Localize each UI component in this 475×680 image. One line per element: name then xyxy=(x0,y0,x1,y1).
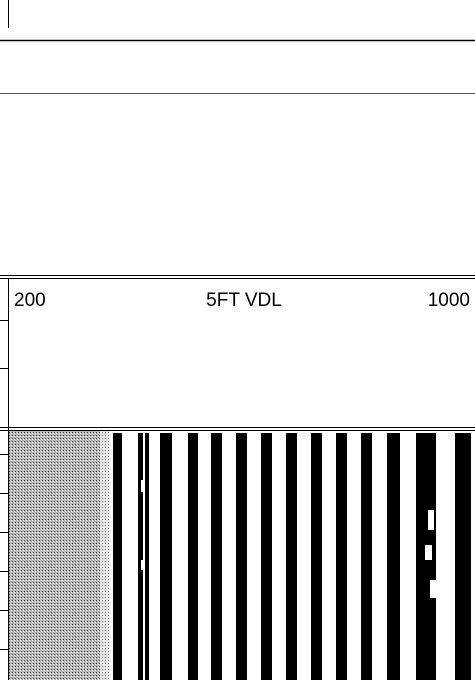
depth-ticks xyxy=(0,454,8,650)
scale-min: 200 xyxy=(14,290,46,311)
track-title: 5FT VDL xyxy=(206,290,282,311)
vdl-image xyxy=(9,431,471,680)
scale-max: 1000 xyxy=(428,290,470,311)
